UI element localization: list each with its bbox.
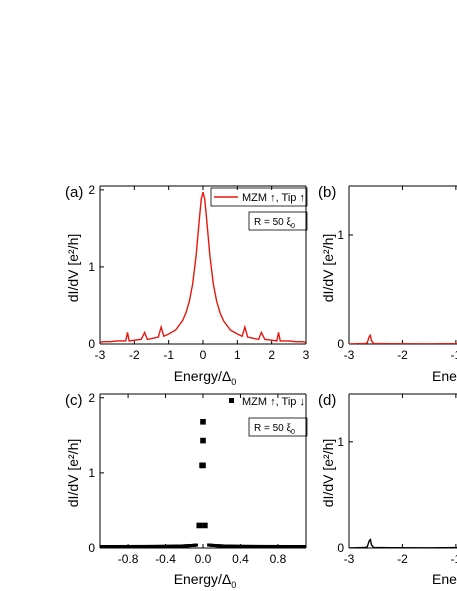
panel-c-xtick-label: -0.8 [118,552,139,566]
panel-c-annotation-box [248,417,308,437]
panel-c-legend-text: MZM ↑, Tip ↓ [242,396,305,408]
panel-a-xlabel-main: Energy/Δ [174,368,232,384]
panel-a: (a) dI/dV [e²/h] Energy/Δ0 MZM ↑, Tip ↑ … [65,184,308,387]
panel-b-plot: -3 -2 -1 0 1 [337,185,457,362]
panel-a-xlabel: Energy/Δ0 [174,368,237,387]
panel-a-xtick-label: 3 [303,348,310,362]
panel-c-annotation-sub: 0 [291,429,295,436]
panel-d: (d) dI/dV [e²/h] Ener [318,392,457,587]
panel-c-ytick-label: 0 [88,541,95,555]
panel-c-data-point [202,522,208,529]
panel-a-series-line [100,192,306,344]
panel-d-xlabel: Ener [432,571,457,587]
panel-b-ytick-label: 0 [337,337,344,351]
panel-c: (c) dI/dV [e²/h] Energy/Δ0 MZM ↑, Tip ↓ … [65,392,308,590]
panel-a-xtick-label: 1 [234,348,241,362]
panel-c-label: (c) [65,392,83,409]
panel-b-series-line [349,333,457,344]
panel-c-annotation: R = 50 ξ0 [248,417,308,437]
panel-a-annotation-sub: 0 [291,223,295,230]
panel-c-ytick-label: 2 [88,391,95,405]
panel-c-data-point [200,462,206,469]
panel-c-plot: -0.8 -0.4 0.0 0.4 0.8 0 1 2 [88,391,307,566]
panel-a-ytick-label: 2 [88,183,95,197]
panel-c-xtick-label: -0.4 [155,552,176,566]
panel-b-ytick-label: 1 [337,228,344,242]
panel-a-xtick-label: 2 [268,348,275,362]
panel-a-ytick-label: 1 [88,260,95,274]
panel-c-baseline-point [303,544,306,548]
panel-b-xtick-label: -3 [344,348,355,362]
panel-a-legend-text: MZM ↑, Tip ↑ [242,192,305,204]
panel-d-ytick-label: 0 [337,541,344,555]
panel-a-annotation-main: R = 50 ξ [254,217,292,228]
panel-a-xlabel-sub: 0 [231,377,236,387]
panel-b-xtick-label: -2 [397,348,408,362]
panel-c-data-point [200,418,206,425]
panel-d-series-line [349,538,457,548]
panel-c-annotation-text: R = 50 ξ0 [254,423,295,436]
panel-d-xtick-label: -3 [344,552,355,566]
panel-a-legend: MZM ↑, Tip ↑ [210,187,308,207]
panel-a-ylabel: dI/dV [e²/h] [65,234,81,302]
panel-c-ylabel: dI/dV [e²/h] [65,439,81,507]
panel-a-xtick-label: 0 [200,348,207,362]
panel-b-label: (b) [318,184,336,201]
panel-c-xtick-label: 0.4 [232,552,249,566]
panel-c-data-point [200,437,206,444]
panel-c-data-point [196,522,203,529]
panel-a-annotation-text: R = 50 ξ0 [254,217,295,230]
panel-b: (b) dI/dV [e²/h] Ener [318,184,457,384]
panel-a-plot: -3 -2 -1 0 1 2 3 0 1 2 [88,183,309,362]
panel-a-annotation: R = 50 ξ0 [248,211,308,231]
panel-c-annotation-main: R = 50 ξ [254,423,292,434]
panel-c-xtick-label: 0.0 [195,552,212,566]
panel-c-xtick-label: 0.8 [270,552,287,566]
panel-c-xlabel-main: Energy/Δ [174,571,232,587]
panel-a-label: (a) [65,184,83,201]
panel-c-ytick-label: 1 [88,466,95,480]
panel-d-label: (d) [318,392,336,409]
panel-c-xlabel-sub: 0 [231,580,236,590]
panel-c-xlabel: Energy/Δ0 [174,571,237,590]
panel-c-legend-marker [229,398,234,403]
panel-a-ytick-label: 0 [88,337,95,351]
panel-c-baseline-points [100,543,306,548]
panel-d-ylabel: dI/dV [e²/h] [320,439,336,507]
panel-c-legend: MZM ↑, Tip ↓ [229,396,305,408]
panel-d-plot: -3 -2 -1 0 1 [337,393,457,566]
panel-a-xtick-label: -1 [163,348,174,362]
panel-b-xtick-label: -1 [451,348,457,362]
panel-d-xtick-label: -2 [397,552,408,566]
panel-a-xtick-label: -2 [129,348,140,362]
panel-b-ylabel: dI/dV [e²/h] [320,234,336,302]
panel-a-annotation-box [248,211,308,231]
panel-d-ytick-label: 1 [337,435,344,449]
panel-a-xtick-label: -3 [95,348,106,362]
panel-d-xtick-label: -1 [451,552,457,566]
panel-b-xlabel: Ener [432,368,457,384]
panel-c-baseline-point [194,543,198,547]
panel-a-legend-box [210,187,308,207]
